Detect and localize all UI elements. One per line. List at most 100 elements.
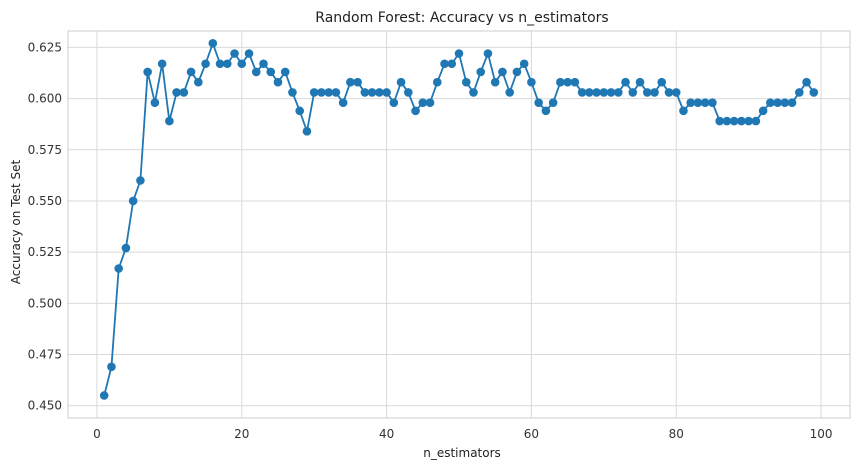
data-point bbox=[686, 98, 695, 107]
x-tick-label: 100 bbox=[810, 427, 833, 441]
data-point bbox=[758, 106, 768, 116]
data-point bbox=[795, 88, 804, 97]
data-point bbox=[273, 77, 283, 87]
data-point bbox=[375, 88, 384, 97]
data-point bbox=[498, 67, 507, 77]
data-point bbox=[527, 77, 536, 87]
data-point bbox=[708, 98, 717, 107]
data-point bbox=[411, 106, 420, 116]
data-point bbox=[563, 77, 572, 87]
y-tick-label: 0.525 bbox=[28, 245, 62, 259]
data-point bbox=[505, 88, 514, 97]
data-point bbox=[128, 196, 138, 206]
series-layer bbox=[99, 38, 819, 400]
data-point bbox=[693, 98, 703, 107]
data-point bbox=[476, 67, 486, 77]
x-axis-label: n_estimators bbox=[423, 446, 501, 460]
data-point bbox=[201, 59, 210, 69]
data-point bbox=[157, 59, 167, 69]
data-point bbox=[143, 67, 152, 77]
data-point bbox=[599, 88, 609, 97]
data-point bbox=[664, 88, 674, 97]
data-point bbox=[107, 362, 116, 372]
data-point bbox=[628, 88, 638, 97]
data-point bbox=[440, 59, 449, 69]
data-point bbox=[425, 98, 435, 107]
data-point bbox=[186, 67, 196, 77]
y-tick-label: 0.475 bbox=[28, 348, 62, 362]
data-point bbox=[642, 88, 652, 97]
data-point bbox=[700, 98, 710, 107]
x-tick-label: 60 bbox=[524, 427, 539, 441]
data-point bbox=[512, 67, 522, 77]
data-point bbox=[809, 88, 819, 97]
data-point bbox=[447, 59, 457, 69]
x-tick-label: 80 bbox=[669, 427, 684, 441]
y-tick-label: 0.575 bbox=[28, 143, 62, 157]
data-point bbox=[469, 88, 478, 97]
data-point bbox=[534, 98, 543, 107]
data-point bbox=[208, 38, 218, 48]
data-point bbox=[389, 98, 399, 107]
data-point bbox=[621, 77, 630, 87]
data-point bbox=[722, 116, 732, 126]
data-point bbox=[650, 88, 659, 97]
x-tick-label: 0 bbox=[93, 427, 101, 441]
data-point bbox=[519, 59, 529, 69]
data-point bbox=[165, 116, 174, 126]
y-tick-label: 0.450 bbox=[28, 399, 62, 413]
data-point bbox=[324, 88, 333, 97]
data-point bbox=[317, 88, 326, 97]
data-point bbox=[780, 98, 790, 107]
data-point bbox=[302, 127, 312, 136]
data-point bbox=[251, 67, 261, 77]
data-point bbox=[737, 116, 746, 126]
y-tick-label: 0.600 bbox=[28, 92, 62, 106]
data-point bbox=[744, 116, 753, 126]
x-tick-label: 40 bbox=[379, 427, 394, 441]
data-point bbox=[454, 49, 464, 58]
y-axis-label: Accuracy on Test Set bbox=[9, 159, 23, 284]
data-point bbox=[679, 106, 688, 116]
data-point bbox=[548, 98, 558, 107]
y-tick-label: 0.625 bbox=[28, 40, 62, 54]
data-point bbox=[338, 98, 348, 107]
chart-title: Random Forest: Accuracy vs n_estimators bbox=[315, 10, 608, 26]
data-point bbox=[404, 88, 413, 97]
data-point bbox=[751, 116, 761, 126]
data-point bbox=[172, 88, 181, 97]
data-point bbox=[99, 391, 109, 400]
data-point bbox=[230, 49, 239, 58]
data-point bbox=[136, 176, 145, 185]
data-point bbox=[259, 59, 268, 69]
grid-lines bbox=[68, 31, 850, 418]
data-point bbox=[802, 77, 811, 87]
x-tick-label: 20 bbox=[234, 427, 249, 441]
data-point bbox=[483, 49, 493, 58]
data-point bbox=[244, 49, 254, 58]
data-point bbox=[360, 88, 370, 97]
data-point bbox=[614, 88, 623, 97]
data-point bbox=[657, 77, 667, 87]
data-point bbox=[114, 264, 123, 273]
data-point bbox=[295, 106, 305, 116]
data-point bbox=[309, 88, 319, 97]
data-point bbox=[121, 243, 131, 253]
data-point bbox=[635, 77, 645, 87]
data-point bbox=[396, 77, 406, 87]
data-point bbox=[150, 98, 160, 107]
data-point bbox=[606, 88, 616, 97]
data-point bbox=[237, 59, 247, 69]
data-point bbox=[490, 77, 500, 87]
data-point bbox=[288, 88, 297, 97]
data-point bbox=[346, 77, 355, 87]
data-point bbox=[585, 88, 594, 97]
data-point bbox=[432, 77, 442, 87]
data-point bbox=[729, 116, 739, 126]
data-point bbox=[671, 88, 681, 97]
plot-area-frame bbox=[67, 30, 851, 419]
data-point bbox=[570, 77, 580, 87]
y-tick-label: 0.500 bbox=[28, 296, 62, 310]
